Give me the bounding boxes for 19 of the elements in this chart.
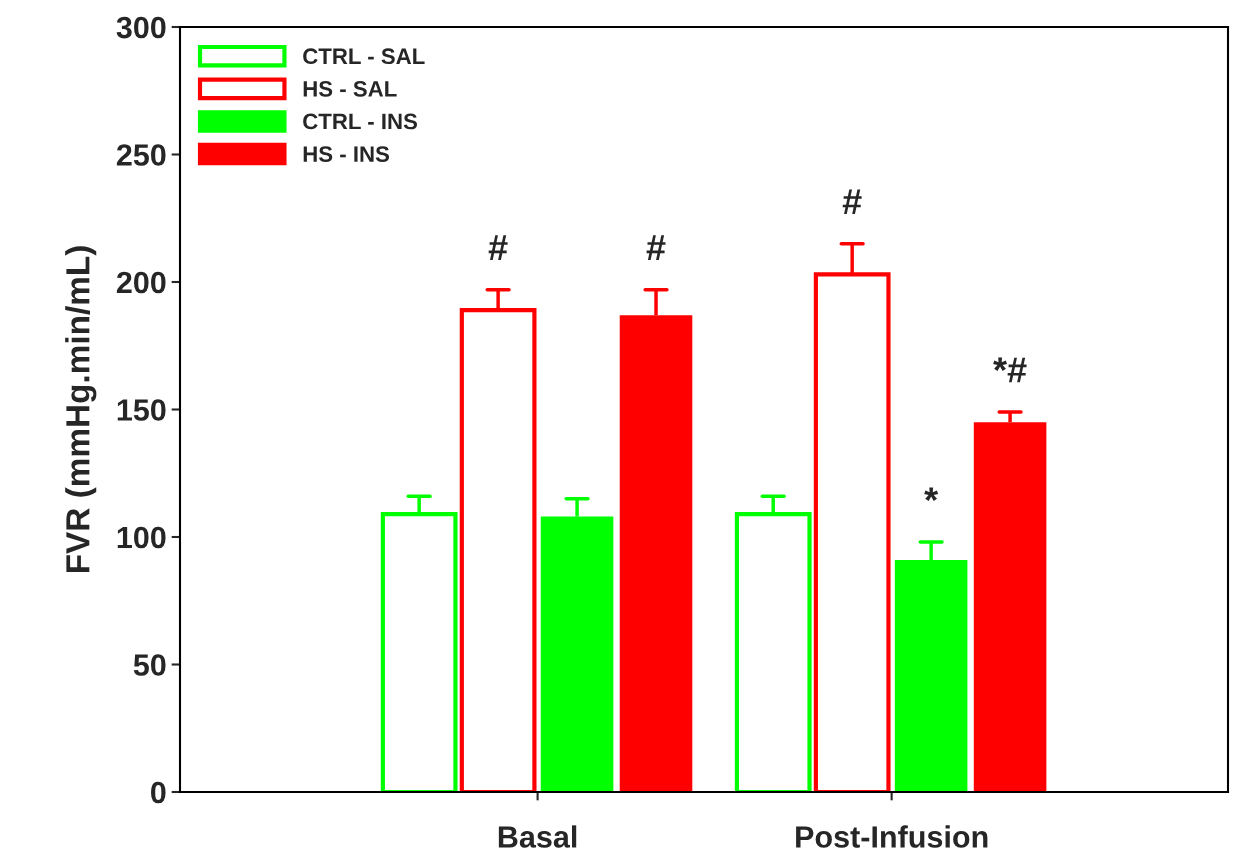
legend-label: HS - SAL xyxy=(303,80,397,97)
annotation: *# xyxy=(993,357,1027,383)
legend-label: HS - INS xyxy=(303,146,390,162)
x-tick-label: Basal xyxy=(498,825,577,848)
legend-label: CTRL - INS xyxy=(303,113,417,130)
annotation: # xyxy=(488,235,508,260)
y-tick-label: 150 xyxy=(117,399,166,421)
annotation: * xyxy=(924,487,939,501)
y-tick-label: 200 xyxy=(116,271,166,294)
annotation: # xyxy=(646,235,666,260)
annotation: # xyxy=(842,189,862,215)
legend-label: CTRL - SAL xyxy=(303,48,425,65)
y-tick-label: 250 xyxy=(116,144,166,166)
x-tick-label: Post-Infusion xyxy=(796,825,988,848)
y-tick-label: 300 xyxy=(116,16,166,39)
y-tick-label: 100 xyxy=(117,526,166,549)
y-tick-label: 0 xyxy=(151,781,166,804)
y-tick-label: 50 xyxy=(133,654,166,676)
y-axis-title: FVR (mmHg.min/mL) xyxy=(65,246,97,573)
